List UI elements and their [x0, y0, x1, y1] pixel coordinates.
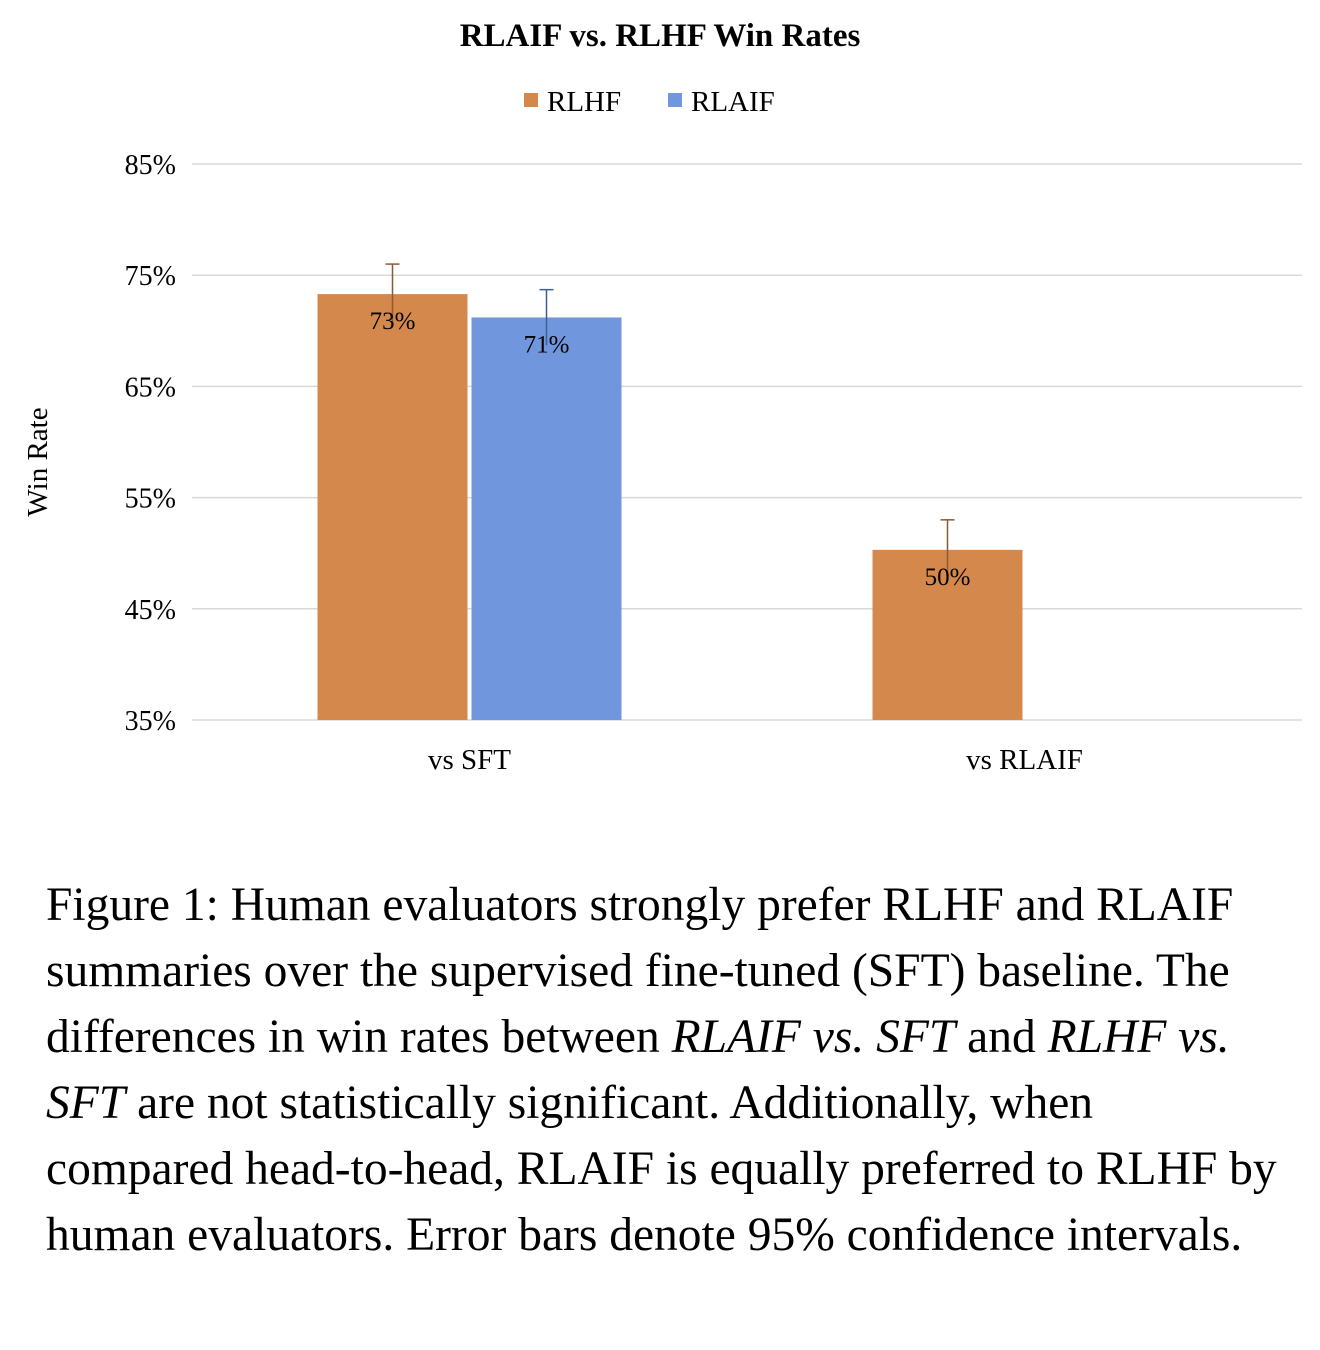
- data-label: 50%: [925, 564, 971, 591]
- data-labels: 73% 71% 50%: [370, 308, 971, 591]
- chart-title: RLAIF vs. RLHF Win Rates: [460, 18, 861, 54]
- bar-rlhf-vs-sft: [317, 294, 468, 720]
- legend-label-rlaif: RLAIF: [691, 86, 775, 118]
- x-category-label: vs SFT: [428, 744, 511, 776]
- y-tick-label: 75%: [125, 261, 176, 292]
- error-bars: [385, 263, 955, 580]
- legend-swatch-rlhf: [524, 93, 538, 107]
- y-axis-label: Win Rate: [22, 407, 54, 516]
- y-tick-label: 45%: [125, 595, 176, 626]
- y-tick-label: 55%: [125, 484, 176, 515]
- figure-caption: Figure 1: Human evaluators strongly pref…: [46, 872, 1291, 1268]
- data-label: 71%: [524, 331, 570, 358]
- y-tick-label: 35%: [125, 706, 176, 737]
- caption-text-1: Human evaluators strongly prefer RLHF an…: [46, 879, 1234, 1063]
- figure-label: Figure 1:: [46, 879, 219, 931]
- bar-rlaif-vs-sft: [471, 317, 622, 720]
- data-label: 73%: [370, 308, 416, 335]
- legend-swatch-rlaif: [668, 93, 682, 107]
- x-axis-categories: vs SFT vs RLAIF: [428, 744, 1083, 776]
- y-axis-ticks: 35% 45% 55% 65% 75% 85%: [125, 150, 176, 737]
- caption-text-2: and: [955, 1011, 1048, 1063]
- caption-text-3: are not statistically significant. Addit…: [46, 1077, 1277, 1261]
- caption-emphasis-1: RLAIF vs. SFT: [671, 1011, 956, 1063]
- chart-legend: RLHF RLAIF: [524, 86, 775, 118]
- y-tick-label: 65%: [125, 372, 176, 403]
- legend-label-rlhf: RLHF: [547, 86, 621, 118]
- caption-emphasis-2: RLHF vs. SFT: [46, 1011, 1230, 1129]
- x-category-label: vs RLAIF: [966, 744, 1083, 776]
- bars: [317, 294, 1023, 720]
- bar-chart: RLAIF vs. RLHF Win Rates RLHF RLAIF 35% 45…: [22, 18, 1302, 776]
- y-tick-label: 85%: [125, 150, 176, 181]
